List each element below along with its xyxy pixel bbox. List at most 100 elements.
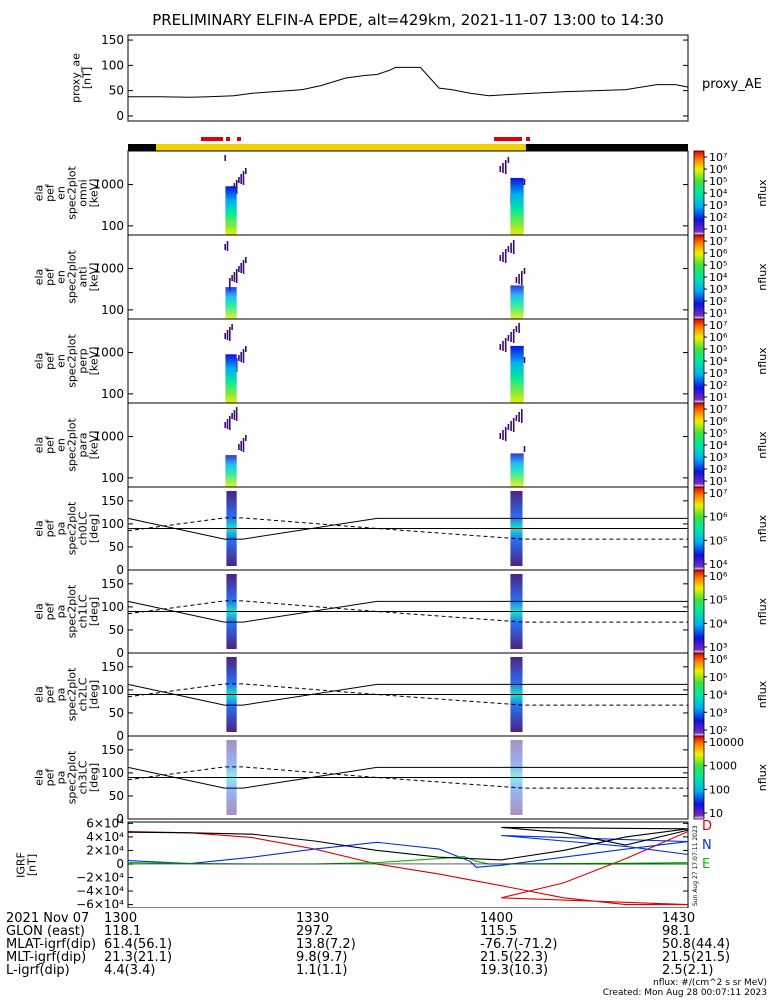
colorbar-scale [693,234,705,320]
flux-block [510,345,524,403]
y-axis-label-line: ela [33,437,46,454]
y-axis-label-line: ch2LC [77,677,90,711]
loss-cone-line [127,683,688,706]
y-axis-label-line: ela [33,353,46,370]
flux-pixel [242,171,245,185]
colorbar-tick-label: 10³ [709,451,727,464]
y-axis-label-line: anti [77,266,90,287]
footer: 2021 Nov 07 1300 1330 1400 1430 GLON (east) 11… [0,908,775,1000]
flux-pixel [224,422,226,428]
y-axis-label-line: pef [44,351,57,370]
pitch-angle-tick-label: 150 [101,494,124,508]
flux-pixel [523,357,526,363]
y-axis-label-line: en [55,270,68,284]
colorbar-tick-label: 10² [709,295,727,308]
igrf-series-total [127,826,689,861]
colorbar-tick-label: 10⁵ [709,343,727,356]
flux-pixel [229,416,231,430]
colorbar-label: nflux [756,763,769,791]
flux-pixel [523,446,526,452]
flux-pixel [231,413,233,419]
y-axis-label-line: pef [44,183,57,202]
flux-pixel [515,326,518,332]
energy-tick-label: 1000 [93,430,124,444]
science-zone-mark [226,137,230,141]
y-axis-label-line: [deg] [88,597,101,626]
flux-pixel [512,418,515,432]
ae-tick-label: 150 [101,33,124,47]
flux-pixel [235,269,238,283]
flux-pixel [233,272,236,282]
colorbar-label: nflux [756,680,769,708]
flux-pixel [226,330,229,340]
footer-row-value: 19.3(10.3) [480,963,549,978]
flux-block [225,287,237,319]
colorbar-tick-label: 10³ [709,283,727,296]
y-axis-label-line: [keV] [88,179,101,208]
flux-pixel [240,174,242,184]
colorbar-tick-label: 10 [709,807,723,820]
pitch-angle-tick-label: 50 [109,540,124,554]
colorbar-tick-label: 10⁴ [709,271,728,284]
colorbar-tick-label: 10³ [709,706,727,719]
pitch-angle-tick-label: 100 [101,683,124,697]
pitch-angle-tick-label: 150 [101,660,124,674]
igrf-series-E [127,855,689,865]
colorbar-tick-label: 10⁴ [709,355,728,368]
y-axis-label-line: pef [44,267,57,286]
spectrogram-frame [127,234,689,320]
flux-block [510,285,524,319]
footer-row-value: 2.5(2.1) [662,963,714,978]
y-axis-label-line: spec2plot [66,750,79,804]
footer-row-value: 115.5 [480,924,518,939]
y-axis-label-line: ch3LC [77,760,90,794]
energy-tick-label: 1000 [93,178,124,192]
colorbar-tick-label: 10⁶ [709,331,728,344]
energy-tick-label: 1000 [93,346,124,360]
colorbar-tick-label: 10⁴ [709,689,728,702]
footer-row-value: 1.1(1.1) [296,963,348,978]
flux-pixel [512,329,515,343]
flux-pixel [229,327,231,341]
colorbar-tick-label: 10⁴ [709,558,728,571]
spectrogram-frame [127,318,689,404]
colorbar-scale [693,735,705,820]
footer-row-label: L-igrf(dip) [6,963,70,978]
flux-pixel [518,412,520,422]
colorbar-tick-label: 10¹ [709,391,727,404]
footer-row-label: MLAT-igrf(dip) [6,937,97,952]
colorbar-label: nflux [756,347,769,375]
y-axis-label-line: pef [44,768,57,787]
flux-pixel [224,333,226,339]
colorbar-tick-label: 10000 [709,736,744,749]
y-axis-label-line: ela [33,269,46,286]
footer-row-value: 13.8(7.2) [296,937,356,952]
y-axis-label-line: IGRF [15,852,28,878]
flux-block [225,354,237,403]
flux-pixel [504,160,507,174]
spectrogram-frame [127,402,689,488]
science-zone-mark [526,137,530,141]
y-axis-label-line: en [55,186,68,200]
elfin-summary-plot: PRELIMINARY ELFIN-A EPDE, alt=429km, 202… [15,11,769,908]
flux-block [225,186,237,235]
science-zone-mark [237,137,241,141]
orbit-bar-dark-start [128,144,156,151]
colorbar: 10000 1000 100 10 nflux [693,735,769,820]
colorbar-tick-label: 10⁵ [709,175,727,188]
y-axis-label-line: [keV] [88,263,101,292]
flux-pixel [238,444,240,450]
flux-block [510,177,524,235]
colorbar-label: nflux [756,514,769,542]
footer-row-value: 1400 [480,911,514,926]
plot-title: PRELIMINARY ELFIN-A EPDE, alt=429km, 202… [152,11,664,29]
colorbar-tick-label: 10³ [709,367,727,380]
colorbar: 10⁶ 10⁵ 10⁴ 10³ nflux [693,569,769,654]
